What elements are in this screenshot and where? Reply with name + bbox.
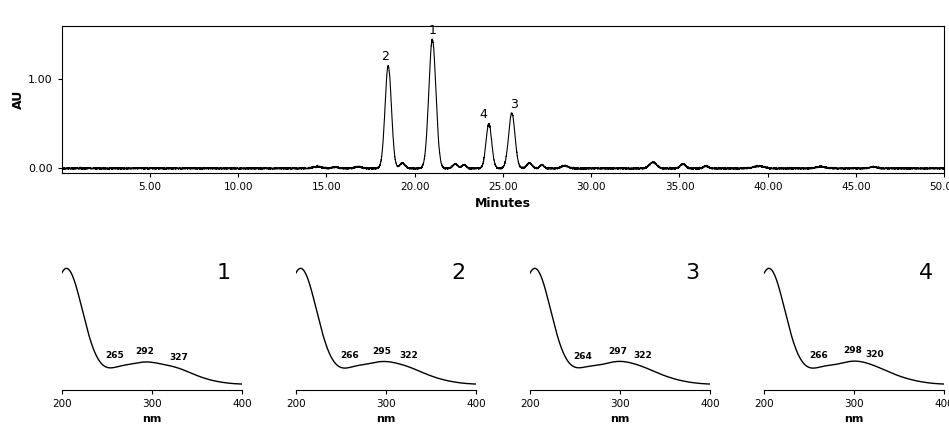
Text: 322: 322: [633, 351, 652, 360]
Text: 1: 1: [217, 263, 231, 284]
Text: 2: 2: [451, 263, 465, 284]
Text: 292: 292: [135, 347, 154, 356]
Y-axis label: AU: AU: [12, 90, 26, 109]
X-axis label: nm: nm: [610, 414, 630, 424]
Text: 265: 265: [105, 351, 124, 360]
Text: 3: 3: [685, 263, 699, 284]
Text: 322: 322: [399, 351, 418, 360]
Text: 266: 266: [809, 352, 828, 360]
Text: 298: 298: [843, 346, 862, 355]
Text: 4: 4: [479, 108, 488, 121]
Text: 4: 4: [920, 263, 934, 284]
X-axis label: nm: nm: [376, 414, 396, 424]
Text: 3: 3: [510, 97, 517, 110]
Text: 295: 295: [372, 347, 391, 356]
Text: 264: 264: [573, 352, 591, 361]
X-axis label: nm: nm: [845, 414, 864, 424]
Text: 320: 320: [865, 350, 884, 359]
Text: 297: 297: [608, 347, 627, 355]
Text: 2: 2: [381, 50, 389, 63]
Text: 327: 327: [169, 352, 188, 362]
Text: 1: 1: [428, 24, 437, 37]
X-axis label: nm: nm: [142, 414, 161, 424]
X-axis label: Minutes: Minutes: [474, 197, 531, 210]
Text: 266: 266: [341, 351, 360, 360]
